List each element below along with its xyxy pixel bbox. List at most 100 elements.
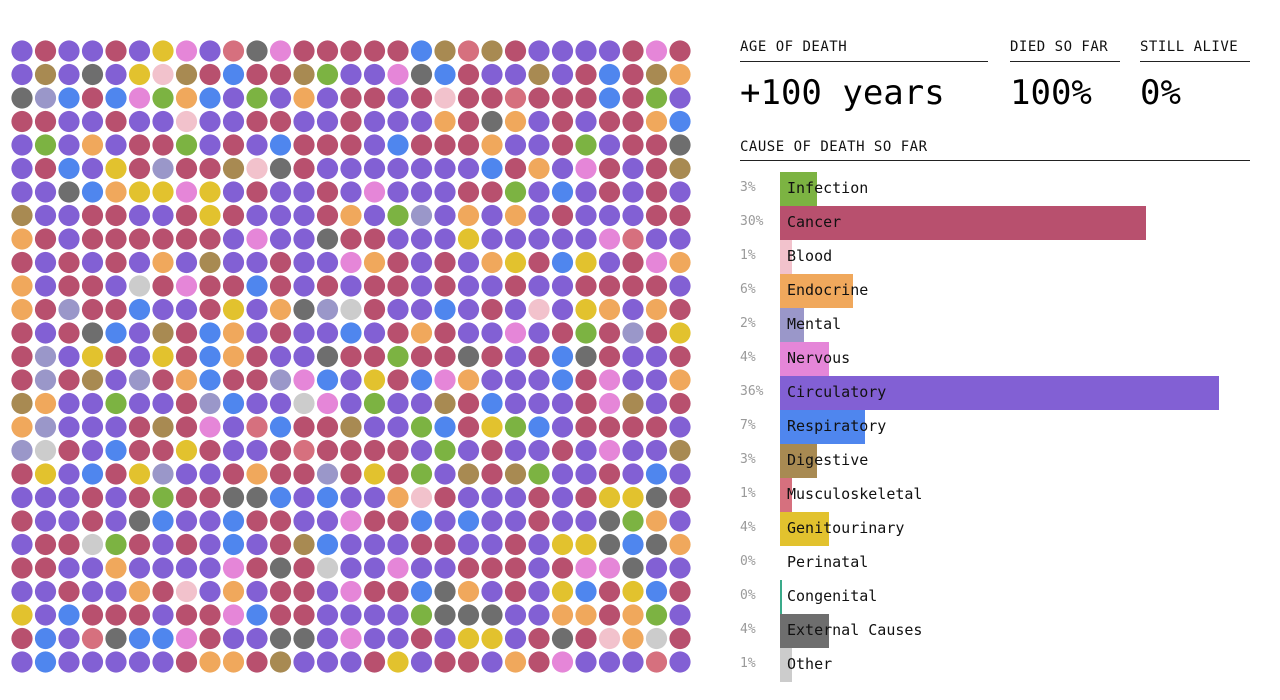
cause-label: Nervous bbox=[787, 349, 851, 367]
person-dot bbox=[481, 40, 503, 62]
person-dot bbox=[645, 604, 668, 626]
person-dot bbox=[11, 181, 33, 203]
person-dot bbox=[293, 63, 315, 86]
person-dot bbox=[598, 298, 621, 321]
person-dot bbox=[598, 533, 621, 556]
person-dot bbox=[105, 87, 127, 109]
person-dot bbox=[316, 134, 339, 156]
person-dot bbox=[105, 627, 127, 650]
person-dot bbox=[293, 251, 315, 274]
person-dot bbox=[199, 580, 221, 603]
person-dot bbox=[128, 651, 151, 673]
person-dot bbox=[504, 345, 527, 368]
person-dot bbox=[387, 157, 409, 180]
person-dot bbox=[551, 604, 574, 626]
person-dot bbox=[387, 181, 409, 203]
person-dot bbox=[34, 580, 57, 603]
person-dot bbox=[598, 275, 621, 297]
person-dot bbox=[222, 392, 245, 415]
person-dot bbox=[246, 181, 268, 203]
person-dot bbox=[11, 416, 33, 438]
person-dot bbox=[269, 275, 292, 297]
person-dot bbox=[528, 228, 550, 250]
person-dot bbox=[481, 204, 503, 227]
person-dot bbox=[199, 604, 221, 626]
person-dot bbox=[387, 87, 409, 109]
person-dot bbox=[528, 63, 550, 86]
person-dot bbox=[34, 439, 57, 462]
person-dot bbox=[363, 463, 386, 485]
person-dot bbox=[575, 228, 597, 250]
person-dot bbox=[457, 134, 480, 156]
person-dot bbox=[504, 369, 527, 391]
person-dot bbox=[222, 40, 245, 62]
person-dot bbox=[175, 416, 198, 438]
person-dot bbox=[293, 463, 315, 485]
age-of-death-label: AGE OF DEATH bbox=[740, 39, 848, 55]
person-dot bbox=[645, 557, 668, 579]
person-dot bbox=[434, 157, 456, 180]
person-dot bbox=[434, 651, 456, 673]
person-dot bbox=[58, 463, 80, 485]
person-dot bbox=[316, 439, 339, 462]
person-dot bbox=[598, 63, 621, 86]
person-dot bbox=[457, 40, 480, 62]
person-dot bbox=[152, 251, 174, 274]
person-dot bbox=[410, 110, 433, 133]
person-dot bbox=[410, 463, 433, 485]
person-dot bbox=[293, 181, 315, 203]
person-dot bbox=[152, 63, 174, 86]
person-dot bbox=[81, 204, 104, 227]
person-dot bbox=[481, 63, 503, 86]
person-dot bbox=[293, 157, 315, 180]
person-dot bbox=[598, 369, 621, 391]
person-dot bbox=[128, 369, 151, 391]
person-dot bbox=[410, 533, 433, 556]
cause-bar bbox=[780, 172, 817, 206]
person-dot bbox=[481, 134, 503, 156]
person-dot bbox=[363, 87, 386, 109]
person-dot bbox=[434, 134, 456, 156]
person-dot bbox=[434, 298, 456, 321]
person-dot bbox=[504, 604, 527, 626]
cause-label: Musculoskeletal bbox=[787, 485, 923, 503]
person-dot bbox=[105, 416, 127, 438]
person-dot bbox=[58, 416, 80, 438]
person-dot bbox=[128, 157, 151, 180]
person-dot bbox=[410, 181, 433, 203]
person-dot bbox=[598, 157, 621, 180]
person-dot bbox=[199, 110, 221, 133]
person-dot bbox=[152, 181, 174, 203]
person-dot bbox=[246, 627, 268, 650]
person-dot bbox=[293, 486, 315, 509]
person-dot bbox=[622, 275, 644, 297]
person-dot bbox=[81, 627, 104, 650]
person-dot bbox=[363, 298, 386, 321]
person-dot bbox=[222, 486, 245, 509]
person-dot bbox=[269, 486, 292, 509]
person-dot bbox=[58, 439, 80, 462]
person-dot bbox=[551, 110, 574, 133]
person-dot bbox=[175, 228, 198, 250]
person-dot bbox=[81, 345, 104, 368]
person-dot bbox=[105, 345, 127, 368]
person-dot bbox=[293, 228, 315, 250]
person-dot bbox=[551, 40, 574, 62]
person-dot bbox=[11, 251, 33, 274]
person-dot bbox=[34, 110, 57, 133]
person-dot bbox=[504, 275, 527, 297]
person-dot bbox=[105, 40, 127, 62]
person-dot bbox=[199, 392, 221, 415]
person-dot bbox=[246, 275, 268, 297]
person-dot bbox=[316, 627, 339, 650]
person-dot bbox=[293, 416, 315, 438]
person-dot bbox=[363, 204, 386, 227]
person-dot bbox=[316, 181, 339, 203]
person-dot bbox=[199, 533, 221, 556]
person-dot bbox=[363, 510, 386, 532]
person-dot bbox=[598, 181, 621, 203]
cause-row: 4% External Causes bbox=[740, 614, 1250, 648]
cause-row: 0% Perinatal bbox=[740, 546, 1250, 580]
person-dot bbox=[105, 557, 127, 579]
person-dot bbox=[81, 510, 104, 532]
